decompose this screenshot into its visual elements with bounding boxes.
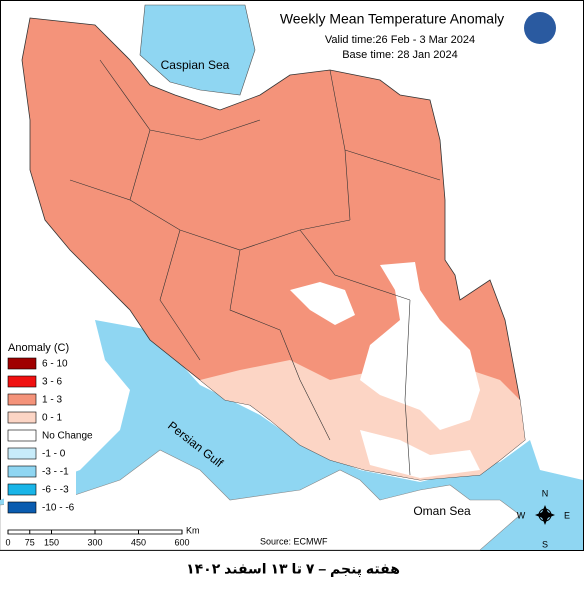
scale-tick-label: 150	[44, 537, 59, 547]
legend-label: -6 - -3	[42, 485, 69, 496]
caspian-sea	[139, 4, 256, 96]
scale-tick-label: 0	[5, 537, 10, 547]
arabian-land	[0, 449, 521, 551]
legend-swatch	[7, 411, 37, 424]
scale-tick-label: 450	[131, 537, 146, 547]
legend-swatch	[7, 429, 37, 442]
legend-swatch	[7, 483, 37, 496]
legend: 6 - 10 3 - 6 1 - 3 0 - 1 No Change -1 - 0 -3 -…	[7, 357, 93, 514]
legend-swatch	[7, 465, 37, 478]
no-change-area	[360, 430, 480, 478]
province-borders	[69, 59, 441, 476]
scale-bar: 0 75 150 300 450 600 Km	[5, 525, 199, 547]
map-title: Weekly Mean Temperature Anomaly	[280, 11, 504, 27]
legend-label: -10 - -6	[42, 503, 75, 514]
legend-label: 1 - 3	[42, 395, 62, 406]
caption: هفته پنجم – ۷ تا ۱۳ اسفند ۱۴۰۲	[186, 561, 400, 578]
logo	[524, 12, 556, 44]
scale-tick-label: 75	[25, 537, 35, 547]
legend-swatch	[7, 501, 37, 514]
compass	[535, 505, 555, 525]
source: Source: ECMWF	[260, 536, 328, 546]
scale-tick-label: 600	[174, 537, 189, 547]
sea-label: Caspian Sea	[161, 58, 230, 72]
legend-label: -1 - 0	[42, 449, 66, 460]
no-change-area	[360, 262, 480, 430]
legend-title: Anomaly (C)	[8, 342, 69, 354]
compass-s: S	[542, 539, 548, 549]
legend-label: No Change	[42, 431, 93, 442]
legend-label: 3 - 6	[42, 377, 62, 388]
compass-n: N	[542, 488, 549, 498]
sea-label: Oman Sea	[413, 504, 471, 518]
legend-label: -3 - -1	[42, 467, 69, 478]
compass-w: W	[517, 510, 526, 520]
base-time: Base time: 28 Jan 2024	[342, 49, 458, 61]
valid-time: Valid time:26 Feb - 3 Mar 2024	[325, 34, 475, 46]
legend-swatch	[7, 393, 37, 406]
legend-swatch	[7, 375, 37, 388]
compass-e: E	[564, 510, 570, 520]
scale-unit: Km	[186, 525, 200, 535]
legend-swatch	[7, 447, 37, 460]
legend-swatch	[7, 357, 37, 370]
no-change-area	[290, 282, 355, 325]
legend-label: 0 - 1	[42, 413, 62, 424]
legend-label: 6 - 10	[42, 359, 68, 370]
scale-tick-label: 300	[87, 537, 102, 547]
